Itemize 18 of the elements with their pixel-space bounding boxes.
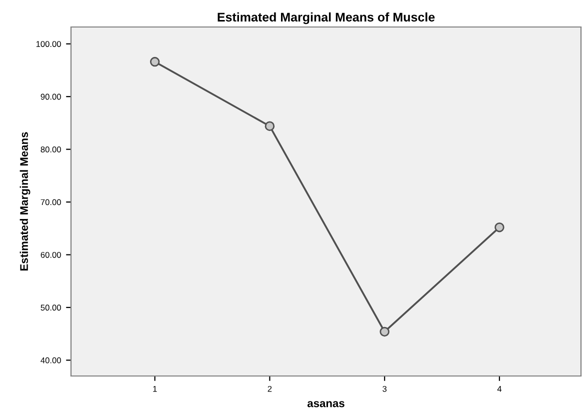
y-tick-label: 60.00 [40,252,61,258]
x-axis-title: asanas [307,401,344,408]
x-tick-label: 4 [497,386,502,392]
x-tick-label: 1 [153,386,157,392]
x-tick-label: 2 [268,386,272,392]
y-tick-label: 100.00 [36,41,61,47]
point [264,121,275,131]
y-tick-label: 50.00 [40,304,61,311]
x-tick-label: 3 [382,386,387,392]
y-tick-label: 80.00 [40,146,61,152]
point [380,326,390,337]
chart-title: Estimated Marginal Means of Muscle [218,12,435,24]
y-tick-label: 40.00 [40,357,61,364]
y-tick-label: 70.00 [40,199,61,206]
y-tick-label: 90.00 [40,94,61,100]
point [494,222,504,232]
y-axis-title: Estimated Marginal Means [20,132,30,271]
point [150,56,160,67]
